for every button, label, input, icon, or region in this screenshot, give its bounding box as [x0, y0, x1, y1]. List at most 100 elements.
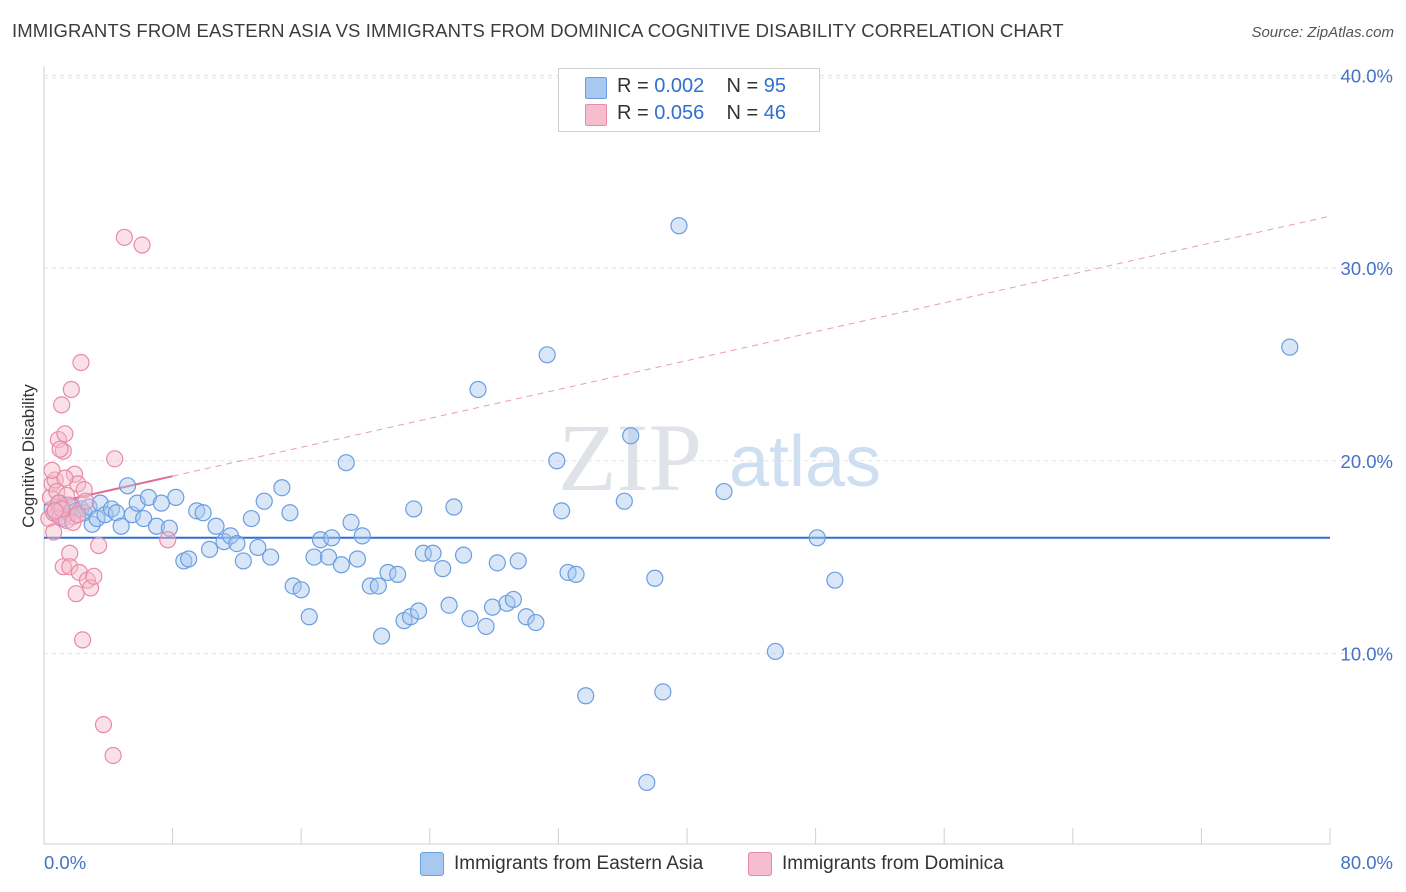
point-eastern-asia	[262, 548, 280, 566]
point-eastern-asia	[348, 550, 367, 568]
axes	[43, 66, 1331, 845]
legend-r-value: 0.002	[654, 75, 705, 97]
point-dominica	[159, 531, 177, 549]
legend-swatch-dominica	[585, 104, 607, 126]
point-eastern-asia	[135, 509, 153, 528]
point-eastern-asia	[332, 556, 350, 574]
point-eastern-asia	[826, 571, 844, 589]
chart-title: IMMIGRANTS FROM EASTERN ASIA VS IMMIGRAN…	[12, 20, 1064, 41]
series-legend-swatch	[420, 852, 444, 876]
point-eastern-asia	[167, 488, 185, 506]
point-eastern-asia	[284, 577, 302, 595]
point-eastern-asia	[517, 608, 535, 626]
x-tick-label-min: 0.0%	[44, 852, 86, 873]
point-eastern-asia	[483, 598, 502, 616]
point-eastern-asia	[188, 502, 206, 520]
watermark: ZIP atlas	[558, 404, 881, 511]
point-dominica	[61, 558, 79, 576]
point-dominica	[77, 492, 95, 510]
y-axis-label: Cognitive Disability	[19, 384, 38, 528]
point-eastern-asia	[215, 533, 233, 551]
point-eastern-asia	[414, 544, 432, 562]
tick-labels: 10.0% 20.0% 30.0% 40.0%	[1341, 66, 1393, 665]
series-legend-swatch	[748, 852, 772, 876]
watermark-zip: ZIP	[558, 404, 702, 511]
point-dominica	[85, 567, 103, 585]
point-eastern-asia	[389, 565, 407, 584]
point-eastern-asia	[112, 517, 130, 535]
legend-text-eastern-asia: R = 0.002 N = 95	[617, 75, 787, 97]
point-eastern-asia	[319, 548, 338, 566]
point-dominica	[133, 236, 151, 254]
point-eastern-asia	[527, 613, 545, 632]
point-dominica	[56, 425, 74, 443]
point-dominica	[67, 585, 85, 603]
point-eastern-asia	[228, 534, 246, 553]
point-eastern-asia	[353, 527, 371, 545]
point-eastern-asia	[281, 504, 299, 522]
point-eastern-asia	[504, 590, 522, 609]
point-eastern-asia	[194, 504, 212, 522]
legend-r-value: 0.056	[654, 102, 705, 124]
point-eastern-asia	[249, 538, 267, 557]
x-tick-label-max: 80.0%	[1341, 852, 1393, 873]
point-dominica	[53, 500, 71, 518]
legend-swatch-eastern-asia	[585, 77, 607, 99]
point-eastern-asia	[622, 427, 640, 445]
point-eastern-asia	[369, 577, 387, 595]
point-eastern-asia	[305, 548, 323, 566]
point-dominica	[65, 465, 84, 483]
point-dominica	[62, 380, 80, 399]
point-eastern-asia	[180, 550, 198, 568]
point-dominica	[106, 450, 124, 468]
point-eastern-asia	[242, 509, 260, 528]
point-eastern-asia	[273, 479, 291, 497]
point-eastern-asia	[488, 554, 506, 572]
y-tick-label-10: 10.0%	[1341, 643, 1393, 664]
point-eastern-asia	[152, 494, 170, 512]
point-eastern-asia	[337, 454, 355, 472]
point-dominica	[46, 502, 64, 520]
point-dominica	[73, 631, 92, 649]
stats-legend: R = 0.002 N = 95 R = 0.056 N = 46	[558, 68, 820, 132]
point-eastern-asia	[372, 627, 391, 645]
point-dominica	[51, 440, 69, 458]
chart-source: Source: ZipAtlas.com	[1251, 24, 1394, 41]
point-eastern-asia	[440, 596, 458, 614]
point-eastern-asia	[477, 617, 495, 636]
point-dominica	[45, 523, 63, 541]
point-eastern-asia	[715, 482, 733, 501]
y-tick-label-40: 40.0%	[1341, 66, 1393, 87]
point-eastern-asia	[147, 517, 166, 535]
point-eastern-asia	[292, 581, 310, 599]
point-eastern-asia	[300, 608, 318, 626]
point-eastern-asia	[808, 529, 826, 547]
point-eastern-asia	[670, 217, 688, 235]
watermark-atlas: atlas	[729, 422, 881, 502]
legend-text-dominica: R = 0.056 N = 46	[617, 102, 787, 124]
y-tick-label-20: 20.0%	[1341, 451, 1393, 472]
point-eastern-asia	[207, 517, 225, 535]
point-dominica	[94, 716, 113, 734]
point-eastern-asia	[654, 683, 672, 701]
y-tick-label-30: 30.0%	[1341, 258, 1393, 279]
point-dominica	[69, 506, 87, 524]
point-eastern-asia	[255, 492, 273, 510]
point-eastern-asia	[766, 642, 785, 661]
point-eastern-asia	[615, 492, 633, 510]
data-points	[40, 217, 1299, 792]
point-eastern-asia	[445, 498, 463, 516]
point-dominica	[115, 228, 133, 246]
point-eastern-asia	[424, 544, 442, 562]
point-eastern-asia	[409, 602, 428, 620]
point-eastern-asia	[454, 546, 473, 564]
point-eastern-asia	[434, 560, 452, 578]
point-eastern-asia	[469, 380, 487, 399]
point-eastern-asia	[553, 502, 571, 520]
point-eastern-asia	[1281, 338, 1299, 356]
point-eastern-asia	[461, 610, 479, 628]
legend-n-value: 95	[763, 75, 787, 97]
point-eastern-asia	[548, 452, 566, 470]
point-eastern-asia	[567, 565, 585, 584]
point-eastern-asia	[118, 477, 137, 495]
